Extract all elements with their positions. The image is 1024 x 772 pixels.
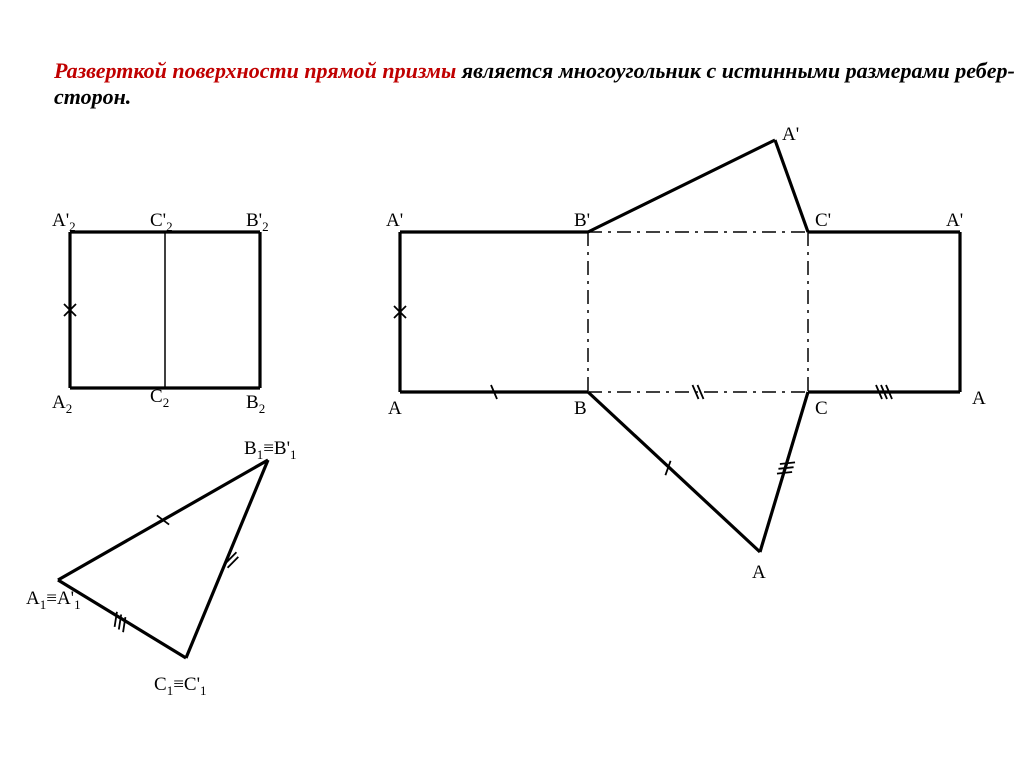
- svg-text:B: B: [574, 398, 587, 419]
- svg-text:A: A: [388, 398, 402, 419]
- svg-text:B2: B2: [246, 392, 265, 416]
- svg-text:A'2: A'2: [52, 210, 76, 234]
- svg-text:A2: A2: [52, 392, 72, 416]
- svg-text:C': C': [815, 210, 831, 231]
- svg-text:C1≡C'1: C1≡C'1: [154, 674, 207, 698]
- svg-text:B'2: B'2: [246, 210, 269, 234]
- geometry-diagram: A'2C'2B'2A2C2B2A1≡A'1B1≡B'1C1≡C'1A'B'C'A…: [0, 0, 1024, 767]
- svg-text:B1≡B'1: B1≡B'1: [244, 438, 297, 462]
- svg-text:C'2: C'2: [150, 210, 173, 234]
- svg-text:A1≡A'1: A1≡A'1: [26, 588, 81, 612]
- page-title: Разверткой поверхности прямой призмы явл…: [54, 58, 1024, 110]
- svg-text:A: A: [752, 562, 766, 583]
- svg-text:A': A': [386, 210, 403, 231]
- svg-text:A: A: [972, 388, 986, 409]
- svg-text:C: C: [815, 398, 828, 419]
- title-red: Разверткой поверхности прямой призмы: [54, 58, 456, 83]
- svg-text:A': A': [946, 210, 963, 231]
- svg-text:A': A': [782, 124, 799, 145]
- svg-text:B': B': [574, 210, 590, 231]
